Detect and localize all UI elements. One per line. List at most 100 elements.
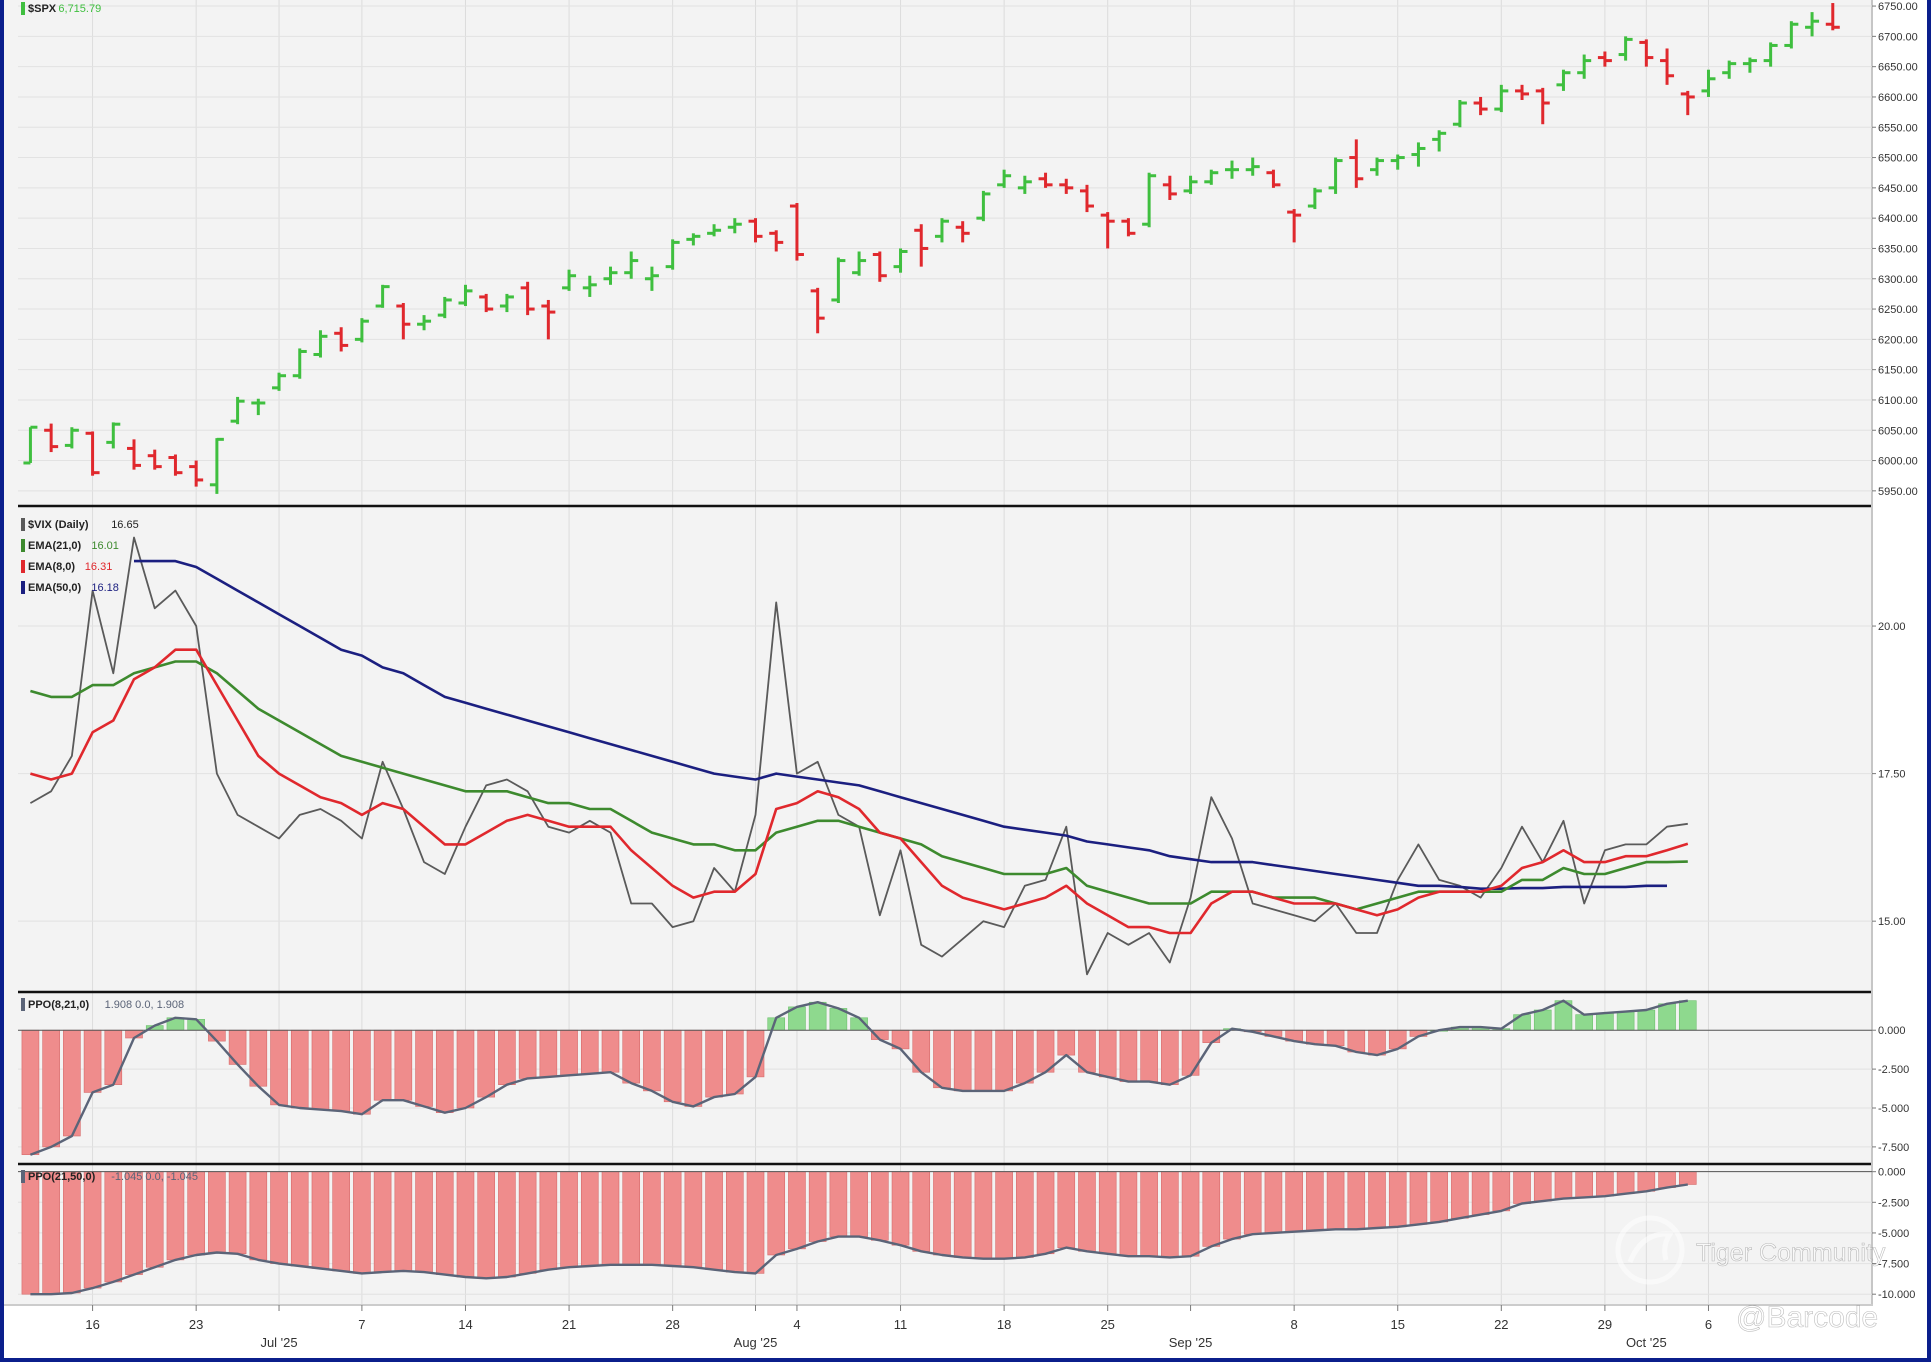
histogram-bar: [1575, 1014, 1593, 1031]
x-tick-label: 7: [358, 1317, 365, 1332]
histogram-bar: [1451, 1171, 1469, 1219]
ohlc-bar: [1432, 130, 1447, 152]
ohlc-bar: [955, 221, 970, 243]
y-tick-label: -7.500: [1878, 1142, 1909, 1154]
histogram-bar: [746, 1171, 765, 1274]
ppo-line: [29, 999, 1688, 1156]
ohlc-bar: [686, 233, 701, 246]
histogram-bar: [933, 1029, 951, 1089]
ohlc-bar: [127, 439, 142, 470]
legend-value: 16.31: [85, 561, 113, 573]
legend-value: -1.045 0.0, -1.045: [111, 1171, 198, 1183]
ohlc-bar: [1370, 157, 1385, 176]
watermark-handle: @Barcode: [1736, 1301, 1878, 1334]
histogram-bar: [394, 1171, 413, 1272]
legend-swatch: [21, 518, 25, 531]
histogram-bar: [1181, 1171, 1200, 1257]
histogram-bar: [1306, 1171, 1324, 1231]
histogram-bar: [1326, 1029, 1345, 1047]
legend-label: PPO(8,21,0): [28, 999, 89, 1011]
histogram-bar: [83, 1029, 102, 1093]
ohlc-bar: [1452, 99, 1467, 128]
y-tick-label: -2.500: [1878, 1064, 1909, 1076]
histogram-bar: [643, 1029, 661, 1092]
ohlc-bar: [1390, 154, 1405, 170]
ohlc-bar: [417, 315, 432, 331]
histogram-bar: [560, 1171, 578, 1268]
histogram-bar: [1140, 1029, 1158, 1082]
histogram-bar: [1471, 1171, 1490, 1215]
ohlc-bar: [1411, 142, 1426, 167]
ohlc-bar: [354, 318, 369, 343]
ohlc-bar: [893, 248, 908, 273]
histogram-bar: [1119, 1029, 1138, 1082]
legend-value: 6,715.79: [58, 3, 101, 15]
ohlc-bar: [624, 251, 639, 279]
ohlc-bar: [168, 454, 183, 476]
histogram-bar: [663, 1029, 682, 1103]
histogram-bar: [1533, 1171, 1552, 1202]
histogram-bar: [42, 1171, 60, 1295]
y-tick-label: 6100.00: [1878, 395, 1918, 407]
y-tick-label: -2.500: [1878, 1197, 1909, 1209]
legend-swatch: [21, 581, 25, 594]
y-tick-label: -5.000: [1878, 1228, 1909, 1240]
ohlc-bar: [1266, 169, 1281, 188]
ohlc-bar: [1349, 139, 1364, 188]
y-tick-label: 6350.00: [1878, 243, 1918, 255]
series-line-1: [30, 660, 1688, 911]
ohlc-bar: [1473, 96, 1488, 116]
stock-chart: 6750.00 6700.00 6650.00 6600.00 6550.00 6500.…: [4, 0, 1927, 1358]
ohlc-bar: [1494, 84, 1509, 113]
histogram-bar: [1243, 1171, 1262, 1235]
tiger-logo-stroke: [1627, 1231, 1675, 1263]
histogram-bar: [1181, 1029, 1200, 1076]
histogram-bar: [1368, 1029, 1386, 1056]
x-tick-label: 22: [1494, 1317, 1508, 1332]
ohlc-bar: [1100, 212, 1115, 249]
ohlc-bar: [106, 422, 121, 449]
histogram-bar: [353, 1171, 371, 1274]
ohlc-bar: [147, 449, 162, 470]
histogram-bar: [995, 1171, 1013, 1259]
histogram-bar: [726, 1171, 744, 1273]
histogram-bar: [933, 1171, 951, 1256]
ohlc-bar: [934, 218, 949, 243]
histogram-bar: [63, 1171, 81, 1294]
histogram-bar: [1513, 1014, 1531, 1031]
histogram-bar: [21, 1029, 40, 1155]
histogram-bar: [104, 1171, 123, 1283]
histogram-bar: [746, 1029, 765, 1078]
ohlc-bar: [1535, 87, 1550, 125]
ohlc-bar: [479, 293, 494, 313]
x-month-label: Jul '25: [260, 1335, 297, 1350]
watermark-brand: Tiger Community: [1696, 1239, 1886, 1267]
x-tick-label: 11: [894, 1317, 908, 1332]
ohlc-bar: [852, 251, 867, 276]
ohlc-bar: [1204, 169, 1219, 185]
x-month-label: Sep '25: [1169, 1335, 1213, 1350]
x-tick-label: 23: [189, 1317, 203, 1332]
ohlc-bar: [1183, 175, 1198, 194]
y-tick-label: 6600.00: [1878, 92, 1918, 104]
histogram-bar: [1098, 1029, 1117, 1078]
histogram-bar: [726, 1029, 744, 1095]
x-tick-label: 25: [1100, 1317, 1114, 1332]
ohlc-bar: [976, 190, 991, 222]
ohlc-bar: [251, 398, 266, 416]
histogram-bar: [373, 1171, 392, 1273]
histogram-bar: [1264, 1171, 1283, 1234]
legend-swatch: [21, 560, 25, 573]
ohlc-bar: [499, 293, 514, 313]
histogram-bar: [228, 1171, 247, 1255]
histogram-bar: [1202, 1171, 1221, 1247]
histogram-bar: [1533, 1009, 1552, 1031]
series-line-2: [30, 648, 1689, 935]
legend-label: EMA(8,0): [28, 561, 75, 573]
ohlc-bar: [1618, 36, 1633, 61]
histogram-bar: [415, 1029, 433, 1107]
histogram-bar: [1658, 1171, 1676, 1188]
histogram-bar: [1575, 1171, 1593, 1198]
ohlc-bar: [914, 224, 929, 267]
